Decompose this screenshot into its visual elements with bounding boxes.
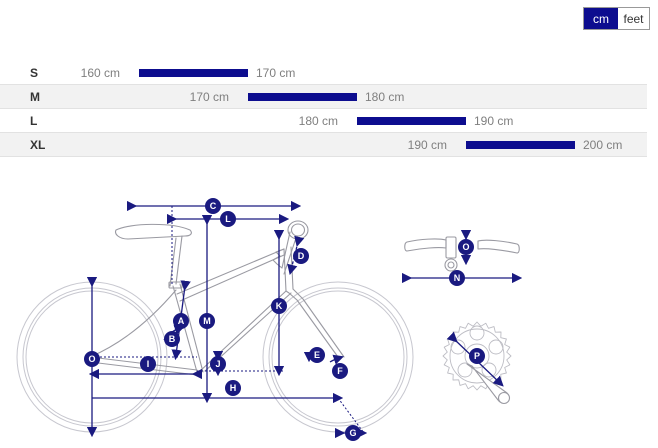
svg-text:M: M <box>203 316 211 326</box>
svg-text:I: I <box>147 359 150 369</box>
svg-text:G: G <box>349 428 356 438</box>
svg-text:O: O <box>88 354 95 364</box>
svg-text:K: K <box>276 301 283 311</box>
svg-text:P: P <box>474 351 480 361</box>
svg-text:D: D <box>298 251 305 261</box>
svg-text:A: A <box>178 316 185 326</box>
svg-text:N: N <box>454 273 461 283</box>
svg-text:F: F <box>337 366 343 376</box>
svg-text:H: H <box>230 383 237 393</box>
svg-text:J: J <box>215 359 220 369</box>
svg-text:L: L <box>225 214 231 224</box>
svg-text:E: E <box>314 350 320 360</box>
svg-text:B: B <box>169 334 176 344</box>
svg-text:O: O <box>462 242 469 252</box>
svg-text:C: C <box>210 201 217 211</box>
